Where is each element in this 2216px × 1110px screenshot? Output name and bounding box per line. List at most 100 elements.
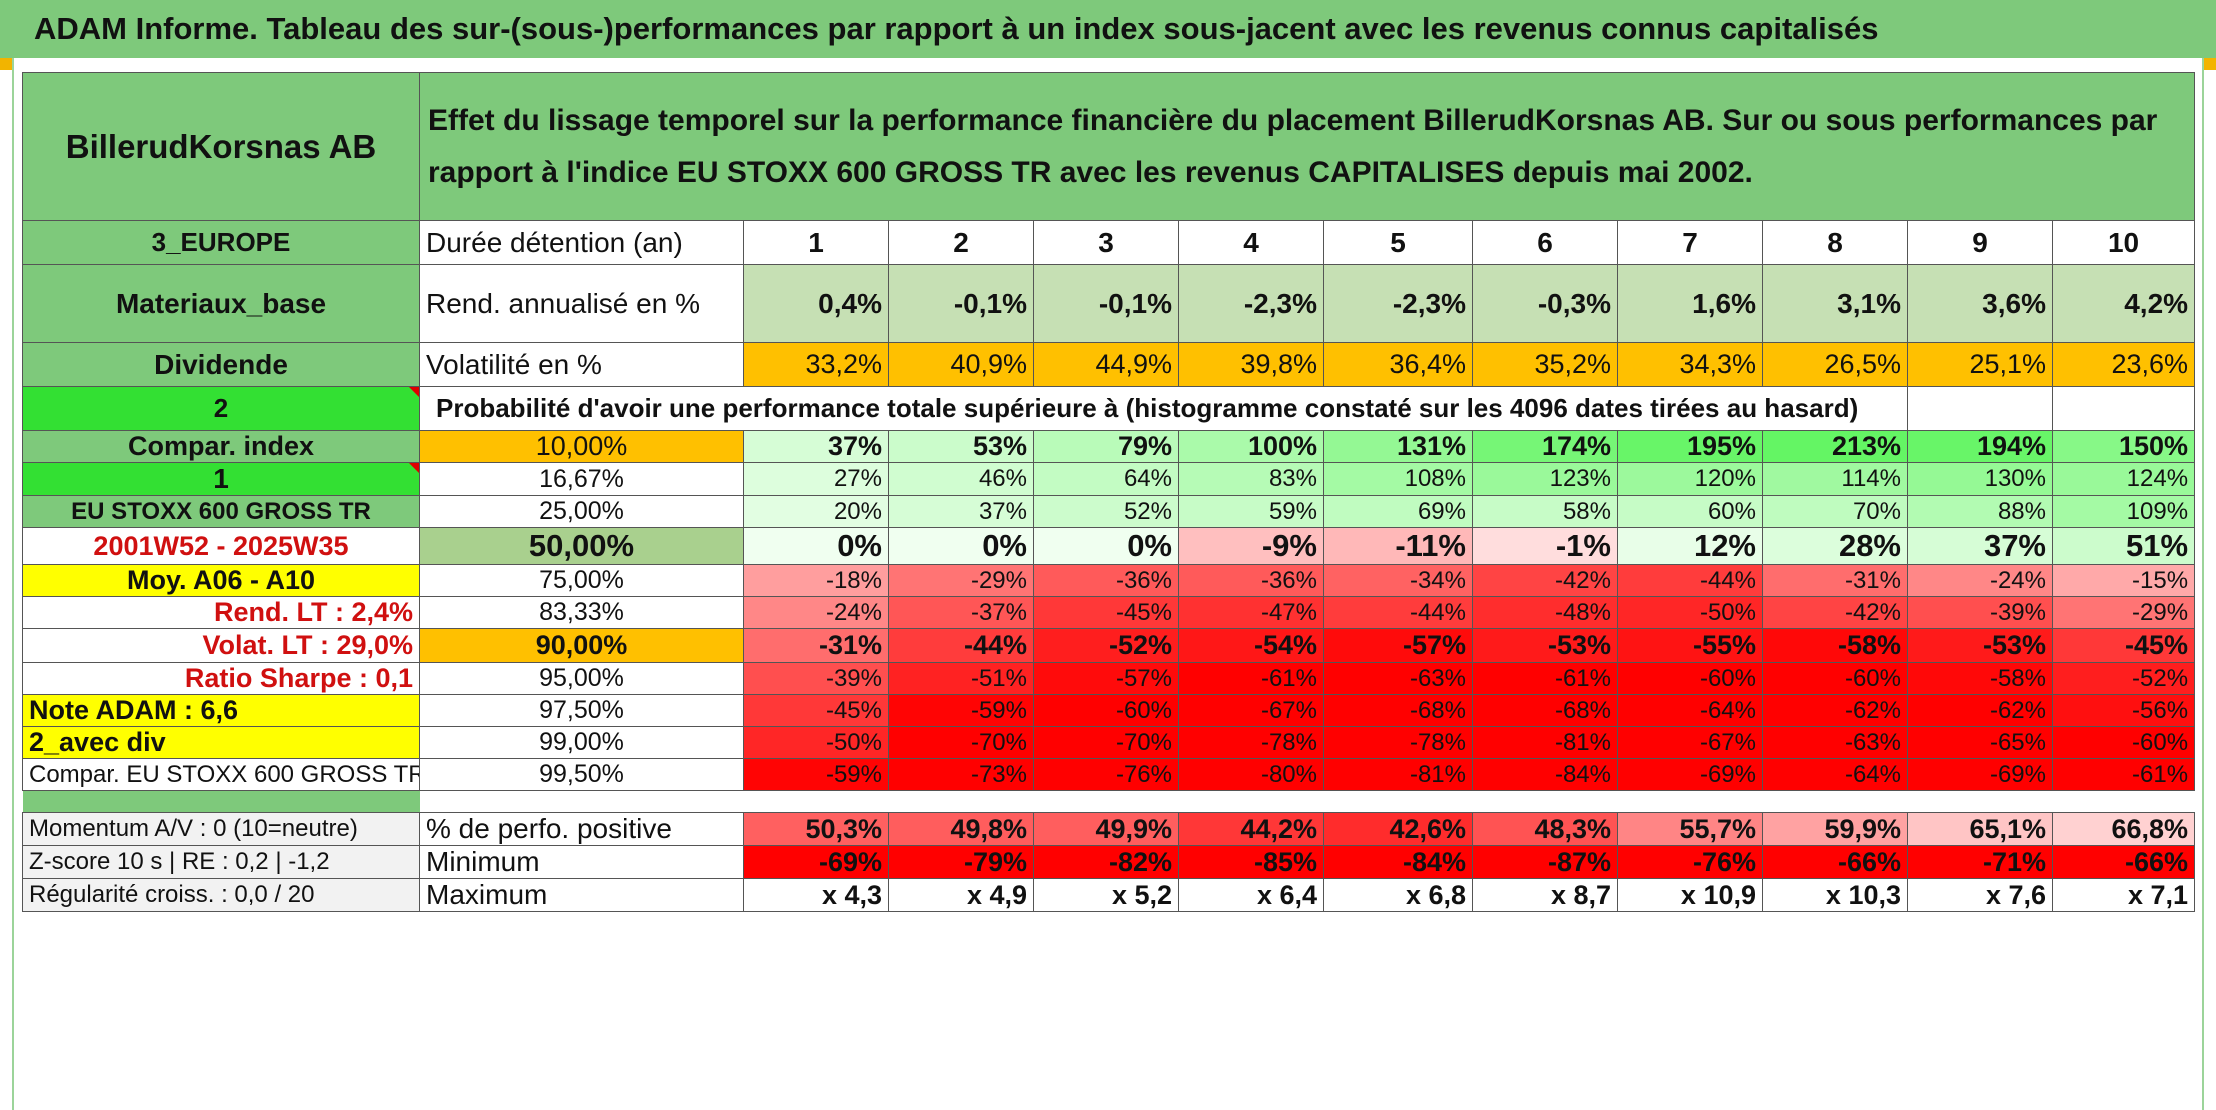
left-label-index-name: EU STOXX 600 GROSS TR [22,495,420,528]
quantile-cell: -39% [743,662,889,695]
minimum-cell: -82% [1033,845,1179,879]
quantile-cell: -54% [1178,628,1324,663]
quantile-cell: -78% [1178,726,1324,759]
quantile-cell: -69% [1907,758,2053,791]
spacer-cell [22,790,420,813]
left-label-period: 2001W52 - 2025W35 [22,527,420,565]
quantile-cell: -52% [2051,662,2196,695]
positive-cell: 48,3% [1472,812,1618,846]
volatility-cell: 35,2% [1472,342,1618,387]
quantile-cell: -60% [1762,662,1908,695]
quantile-cell: -44% [1323,596,1473,629]
quantile-cell: -78% [1323,726,1473,759]
maximum-cell: x 10,9 [1617,878,1763,912]
annual-return-cell: -2,3% [1178,264,1324,343]
year-header: 9 [1907,220,2053,265]
quantile-cell: -37% [888,596,1034,629]
quantile-cell: -36% [1033,564,1179,597]
left-label-rend-lt: Rend. LT : 2,4% [22,596,420,629]
quantile-cell: -58% [1762,628,1908,663]
left-label-zscore: Z-score 10 s | RE : 0,2 | -1,2 [22,845,420,879]
company-name: BillerudKorsnas AB [22,72,420,221]
empty-cell [1907,386,2053,431]
positive-cell: 59,9% [1762,812,1908,846]
probability-caption: Probabilité d'avoir une performance tota… [419,386,1908,431]
quantile-level: 25,00% [419,495,744,528]
quantile-cell: -24% [743,596,889,629]
quantile-cell: -29% [888,564,1034,597]
quantile-cell: 131% [1323,430,1473,463]
quantile-cell: 52% [1033,495,1179,528]
quantile-cell: 88% [1907,495,2053,528]
annual-return-cell: -2,3% [1323,264,1473,343]
empty-cell [2051,386,2196,431]
quantile-cell: -53% [1472,628,1618,663]
spacer-cell [419,790,2195,813]
year-header: 4 [1178,220,1324,265]
year-header: 1 [743,220,889,265]
quantile-cell: -56% [2051,694,2196,727]
quantile-cell: -44% [888,628,1034,663]
quantile-cell: 51% [2051,527,2196,565]
maximum-cell: x 10,3 [1762,878,1908,912]
quantile-level: 50,00% [419,527,744,565]
quantile-cell: -60% [1617,662,1763,695]
positive-cell: 65,1% [1907,812,2053,846]
left-label-avec-div: 2_avec div [22,726,420,759]
minimum-cell: -71% [1907,845,2053,879]
volatility-cell: 34,3% [1617,342,1763,387]
volatility-cell: 23,6% [2051,342,2196,387]
quantile-cell: -62% [1907,694,2053,727]
positive-cell: 49,8% [888,812,1034,846]
option-two-cell[interactable]: 2 [22,386,420,431]
year-header: 6 [1472,220,1618,265]
quantile-cell: -47% [1178,596,1324,629]
volatility-cell: 25,1% [1907,342,2053,387]
quantile-cell: -68% [1472,694,1618,727]
quantile-cell: 109% [2051,495,2196,528]
quantile-cell: -29% [2051,596,2196,629]
quantile-level: 99,00% [419,726,744,759]
quantile-cell: -60% [1033,694,1179,727]
quantile-cell: -70% [1033,726,1179,759]
left-label-one: 1 [22,462,420,496]
positive-cell: 55,7% [1617,812,1763,846]
minimum-cell: -79% [888,845,1034,879]
quantile-cell: 12% [1617,527,1763,565]
quantile-cell: -48% [1472,596,1618,629]
year-header: 3 [1033,220,1179,265]
volatility-label: Volatilité en % [419,342,744,387]
maximum-cell: x 7,6 [1907,878,2053,912]
quantile-cell: 46% [888,462,1034,496]
volatility-cell: 26,5% [1762,342,1908,387]
quantile-cell: -42% [1472,564,1618,597]
quantile-cell: 174% [1472,430,1618,463]
quantile-cell: -70% [888,726,1034,759]
quantile-cell: -76% [1033,758,1179,791]
maximum-cell: x 8,7 [1472,878,1618,912]
annual-return-cell: -0,1% [1033,264,1179,343]
corner-marker [0,58,12,70]
quantile-cell: 213% [1762,430,1908,463]
quantile-cell: 0% [1033,527,1179,565]
quantile-cell: -67% [1617,726,1763,759]
quantile-cell: -11% [1323,527,1473,565]
quantile-cell: -59% [743,758,889,791]
year-header: 5 [1323,220,1473,265]
quantile-cell: 120% [1617,462,1763,496]
sector-label: Materiaux_base [22,264,420,343]
left-label-regularite: Régularité croiss. : 0,0 / 20 [22,878,420,912]
positive-cell: 49,9% [1033,812,1179,846]
positive-cell: 44,2% [1178,812,1324,846]
quantile-cell: -9% [1178,527,1324,565]
minimum-cell: -69% [743,845,889,879]
quantile-cell: -65% [1907,726,2053,759]
annual-return-label: Rend. annualisé en % [419,264,744,343]
dividend-label: Dividende [22,342,420,387]
minimum-cell: -85% [1178,845,1324,879]
minimum-cell: -84% [1323,845,1473,879]
quantile-cell: 114% [1762,462,1908,496]
quantile-cell: 28% [1762,527,1908,565]
maximum-cell: x 6,8 [1323,878,1473,912]
maximum-cell: x 5,2 [1033,878,1179,912]
